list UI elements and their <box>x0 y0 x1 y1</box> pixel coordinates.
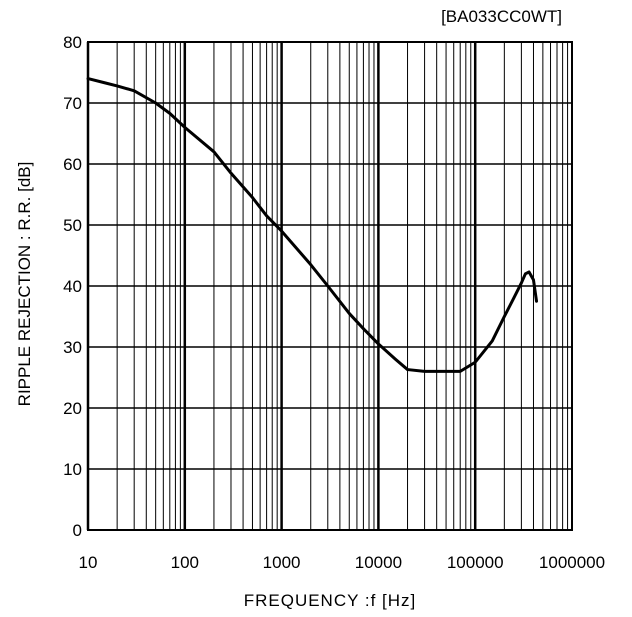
series-line <box>86 77 539 373</box>
y-tick-label: 60 <box>63 155 82 174</box>
x-tick-label: 1000000 <box>539 553 605 572</box>
y-tick-label: 10 <box>63 460 82 479</box>
y-tick-label: 40 <box>63 277 82 296</box>
y-tick-label: 50 <box>63 216 82 235</box>
y-axis-label: RIPPLE REJECTION : R.R. [dB] <box>15 162 34 407</box>
y-tick-label: 30 <box>63 338 82 357</box>
y-tick-label: 0 <box>73 521 82 540</box>
grid <box>86 41 572 531</box>
y-tick-label: 80 <box>63 33 82 52</box>
chart-title: [BA033CC0WT] <box>441 7 562 26</box>
x-tick-label: 10000 <box>355 553 402 572</box>
x-tick-label: 100000 <box>447 553 504 572</box>
y-tick-label: 20 <box>63 399 82 418</box>
x-tick-labels: 10 100 1000 10000 100000 1000000 <box>79 553 606 572</box>
y-tick-labels: 0 10 20 30 40 50 60 70 80 <box>63 33 82 540</box>
x-tick-label: 10 <box>79 553 98 572</box>
x-tick-label: 100 <box>171 553 199 572</box>
x-axis-label: FREQUENCY :f [Hz] <box>244 591 417 610</box>
y-tick-label: 70 <box>63 94 82 113</box>
x-tick-label: 1000 <box>263 553 301 572</box>
plot-frame <box>87 41 573 531</box>
